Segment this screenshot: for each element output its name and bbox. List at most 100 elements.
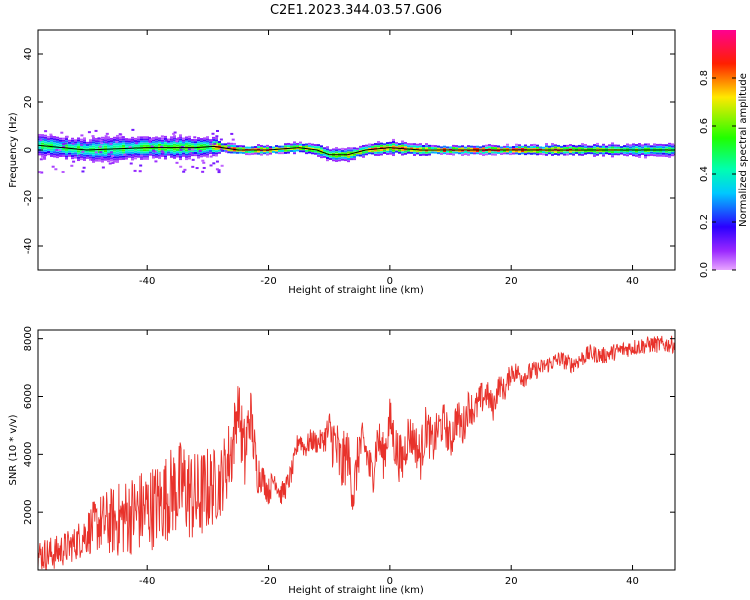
- spectrogram-cell: [212, 147, 215, 150]
- spectrogram-cell: [404, 152, 407, 155]
- spectrogram-speck: [49, 133, 53, 136]
- spectrogram-cell: [176, 144, 179, 147]
- spectrogram-cell: [632, 149, 635, 152]
- spectrogram-cell: [50, 135, 53, 138]
- spectrogram-cell: [443, 147, 446, 150]
- spectrogram-cell: [503, 145, 506, 148]
- spectrogram-cell: [650, 145, 653, 148]
- spectrogram-speck: [98, 145, 102, 148]
- spectrogram-cell: [452, 147, 455, 150]
- spectrogram-cell: [635, 148, 638, 151]
- spectrogram-speck: [177, 137, 181, 140]
- spectrogram-speck: [191, 148, 195, 151]
- spectrogram-cell: [167, 153, 170, 156]
- spectrogram-cell: [560, 150, 563, 153]
- spectrogram-cell: [224, 143, 227, 146]
- spectrogram-cell: [317, 146, 320, 149]
- spectrogram-cell: [443, 145, 446, 148]
- spectrogram-cell: [533, 150, 536, 153]
- spectrogram-cell: [131, 156, 134, 159]
- spectrogram-speck: [62, 145, 66, 148]
- spectrogram-cell: [392, 154, 395, 157]
- spectrogram-cell: [134, 150, 137, 153]
- spectrogram-cell: [584, 152, 587, 155]
- snr-series-line: [38, 335, 675, 570]
- spectrogram-cell: [83, 156, 86, 159]
- spectrogram-cell: [68, 154, 71, 157]
- spectrogram-cell: [107, 140, 110, 143]
- spectrogram-cell: [383, 149, 386, 152]
- spectrogram-cell: [665, 155, 668, 158]
- colorbar-tick-label: 0.0: [699, 262, 710, 278]
- spectrogram-cell: [392, 147, 395, 150]
- spectrogram-speck: [219, 148, 223, 151]
- spectrogram-speck: [215, 129, 219, 132]
- spectrogram-cell: [452, 153, 455, 156]
- spectrogram-cell: [320, 156, 323, 159]
- spectrogram-cell: [482, 154, 485, 157]
- spectrogram-cell: [371, 145, 374, 148]
- spectrogram-cell: [71, 157, 74, 160]
- spectrogram-cell: [638, 147, 641, 150]
- spectrogram-cell: [107, 149, 110, 152]
- spectrogram-cell: [485, 144, 488, 147]
- spectrogram-cell: [212, 139, 215, 142]
- spectrogram-cell: [185, 151, 188, 154]
- spectrogram-cell: [392, 151, 395, 154]
- spectrogram-cell: [647, 149, 650, 152]
- spectrogram-cell: [161, 141, 164, 144]
- spectrogram-cell: [560, 148, 563, 151]
- spectrogram-cell: [185, 140, 188, 143]
- spectrogram-cell: [158, 143, 161, 146]
- spectrogram-cell: [665, 144, 668, 147]
- spectrogram-cell: [218, 145, 221, 148]
- spectrogram-cell: [89, 152, 92, 155]
- spectrogram-cell: [116, 156, 119, 159]
- spectrogram-cell: [77, 139, 80, 142]
- spectrogram-cell: [71, 155, 74, 158]
- spectrogram-cell: [137, 136, 140, 139]
- spectrogram-cell: [608, 150, 611, 153]
- spectrogram-cell: [503, 152, 506, 155]
- spectrogram-cell: [290, 145, 293, 148]
- spectrogram-speck: [82, 166, 86, 169]
- spectrogram-cell: [170, 140, 173, 143]
- spectrogram-cell: [59, 142, 62, 145]
- spectrogram-cell: [203, 148, 206, 151]
- spectrogram-cell: [185, 153, 188, 156]
- spectrogram-cell: [101, 147, 104, 150]
- spectrogram-cell: [548, 147, 551, 150]
- spectrogram-cell: [494, 151, 497, 154]
- spectrogram-cell: [89, 158, 92, 161]
- spectrogram-cell: [527, 150, 530, 153]
- spectrogram-cell: [638, 151, 641, 154]
- spectrogram-cell: [665, 150, 668, 153]
- spectrogram-cell: [116, 154, 119, 157]
- spectrogram-cell: [440, 146, 443, 149]
- spectrogram-cell: [185, 142, 188, 145]
- snr-x-ticks: -40 -20 0 20 40: [139, 330, 639, 587]
- snr-x-label: Height of straight line (km): [288, 585, 424, 596]
- spectrogram-cell: [38, 140, 41, 143]
- spectrogram-cell: [155, 145, 158, 148]
- spectrogram-cell: [398, 145, 401, 148]
- spectrogram-speck: [191, 165, 195, 168]
- spectrogram-cell: [278, 145, 281, 148]
- spectrogram-cell: [305, 143, 308, 146]
- spectrogram-cell: [344, 152, 347, 155]
- spectrogram-cell: [353, 158, 356, 161]
- spectrogram-cell: [338, 152, 341, 155]
- spectrogram-cell: [62, 150, 65, 153]
- spectrogram-cell: [101, 149, 104, 152]
- spectrogram-cell: [41, 140, 44, 143]
- spectrogram-cell: [647, 147, 650, 150]
- spectrogram-speck: [39, 139, 43, 142]
- spectrogram-cell: [323, 149, 326, 152]
- spectrogram-cell: [191, 154, 194, 157]
- spectrogram-cell: [119, 155, 122, 158]
- spectrogram-cell: [299, 143, 302, 146]
- spectrogram-cell: [623, 151, 626, 154]
- spectrogram-cell: [398, 149, 401, 152]
- spectrogram-cell: [125, 142, 128, 145]
- spectrogram-speck: [215, 135, 219, 138]
